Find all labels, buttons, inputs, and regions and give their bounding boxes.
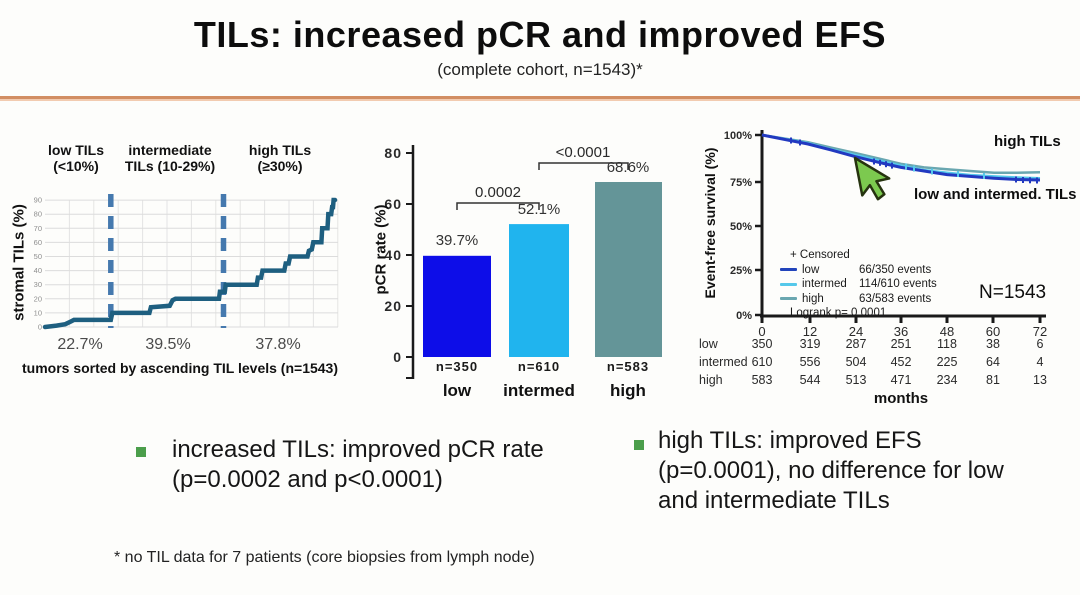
svg-text:75%: 75%	[730, 177, 752, 189]
til-step-plot: 0 10 20 30 40 50 60 70 80 90	[34, 194, 339, 332]
legend-item-high: high 63/583 events	[780, 292, 937, 307]
til-x-axis-title: tumors sorted by ascending TIL levels (n…	[21, 360, 338, 376]
legend-swatch-low	[780, 268, 797, 272]
svg-text:80: 80	[34, 210, 42, 219]
svg-text:0: 0	[758, 324, 765, 339]
svg-text:20: 20	[384, 298, 402, 314]
pcr-y-axis-title: pCR rate (%)	[372, 204, 390, 295]
svg-text:n=610: n=610	[518, 359, 560, 374]
bullet-pcr-conclusion: increased TILs: improved pCR rate (p=0.0…	[172, 436, 544, 493]
annotation-low-intermed-tils: low and intermed. TILs	[914, 186, 1077, 203]
svg-text:40: 40	[34, 266, 42, 275]
svg-text:36: 36	[894, 324, 908, 339]
svg-text:20: 20	[34, 294, 42, 303]
bar-high	[595, 182, 662, 357]
svg-text:48: 48	[940, 324, 954, 339]
risk-row-label-intermed: intermed	[699, 355, 748, 369]
km-legend: + Censored low 66/350 events intermed 11…	[780, 248, 937, 321]
efs-km-chart: Event-free survival (%) 100% 75% 50% 25%	[696, 120, 1080, 415]
risk-row-label-high: high	[699, 373, 723, 387]
svg-text:100%: 100%	[724, 130, 752, 142]
annotation-high-tils: high TILs	[994, 133, 1061, 150]
svg-text:60: 60	[384, 196, 402, 212]
svg-text:0: 0	[393, 349, 402, 365]
group-header-intermediate: intermediate TILs (10-29%)	[124, 142, 216, 174]
censor-marks-intermed	[905, 163, 985, 179]
censor-marks-low	[790, 137, 1038, 184]
svg-text:0: 0	[38, 323, 42, 332]
svg-text:40: 40	[384, 247, 402, 263]
efs-km-plot: 100% 75% 50% 25% 0%	[724, 130, 1047, 339]
bullet-efs-conclusion: high TILs: improved EFS (p=0.0001), no d…	[658, 427, 1004, 514]
group-header-low: low TILs (<10%)	[48, 142, 104, 174]
svg-text:n=583: n=583	[607, 359, 649, 374]
km-n-total: N=1543	[979, 282, 1047, 303]
share-intermediate: 39.5%	[145, 336, 191, 353]
til-y-axis-title: stromal TILs (%)	[10, 204, 28, 321]
legend-censored: + Censored	[790, 249, 850, 261]
pcr-bar-chart: pCR rate (%) 0 20 40 60 80 39.7%	[372, 123, 687, 403]
til-distribution-chart: stromal TILs (%) low TILs (<10%) interme…	[6, 130, 356, 390]
svg-text:high: high	[610, 381, 646, 400]
svg-text:10: 10	[34, 308, 42, 317]
til-cutoff-lines	[108, 194, 227, 328]
svg-text:90: 90	[34, 196, 42, 205]
footnote: * no TIL data for 7 patients (core biops…	[114, 549, 535, 566]
bullet-icon	[634, 440, 644, 450]
legend-item-low: low 66/350 events	[780, 263, 937, 278]
page-subtitle: (complete cohort, n=1543)*	[437, 60, 643, 79]
svg-text:0%: 0%	[736, 310, 752, 322]
svg-text:30: 30	[34, 280, 42, 289]
svg-text:low: low	[443, 381, 472, 400]
risk-row-label-low: low	[699, 337, 718, 351]
svg-text:12: 12	[803, 324, 817, 339]
svg-text:39.7%: 39.7%	[436, 232, 479, 249]
accent-divider-shadow	[0, 99, 1080, 101]
page-title: TILs: increased pCR and improved EFS	[193, 14, 887, 55]
bar-low	[423, 255, 491, 357]
svg-text:50%: 50%	[730, 221, 752, 233]
svg-text:0.0002: 0.0002	[475, 184, 521, 201]
svg-text:72: 72	[1033, 324, 1047, 339]
legend-logrank: Logrank p= 0.0001	[790, 307, 887, 319]
til-step-curve	[42, 197, 338, 330]
legend-swatch-high	[780, 297, 797, 301]
svg-text:intermed: intermed	[503, 381, 575, 400]
share-high: 37.8%	[255, 336, 301, 353]
share-low: 22.7%	[57, 336, 103, 353]
svg-text:<0.0001: <0.0001	[556, 144, 611, 161]
svg-text:n=350: n=350	[436, 359, 478, 374]
svg-text:60: 60	[34, 238, 42, 247]
svg-text:80: 80	[384, 145, 402, 161]
svg-text:60: 60	[986, 324, 1000, 339]
bullet-icon	[136, 447, 146, 457]
legend-item-intermed: intermed 114/610 events	[780, 277, 937, 292]
svg-text:70: 70	[34, 224, 42, 233]
svg-text:24: 24	[849, 324, 863, 339]
km-x-axis-title: months	[873, 390, 929, 407]
p-value-brackets	[456, 162, 629, 210]
svg-text:50: 50	[34, 252, 42, 261]
km-curve-low	[761, 133, 1041, 182]
svg-text:25%: 25%	[730, 265, 752, 277]
accent-divider	[0, 96, 1080, 99]
legend-swatch-intermed	[780, 282, 797, 286]
bar-intermed	[509, 224, 569, 357]
efs-y-axis-title: Event-free survival (%)	[702, 147, 718, 299]
pcr-plot: 0 20 40 60 80 39.7% 52.1% 68.6% 0.	[384, 144, 662, 400]
group-header-high: high TILs (≥30%)	[248, 142, 312, 174]
cursor-icon	[853, 156, 891, 201]
